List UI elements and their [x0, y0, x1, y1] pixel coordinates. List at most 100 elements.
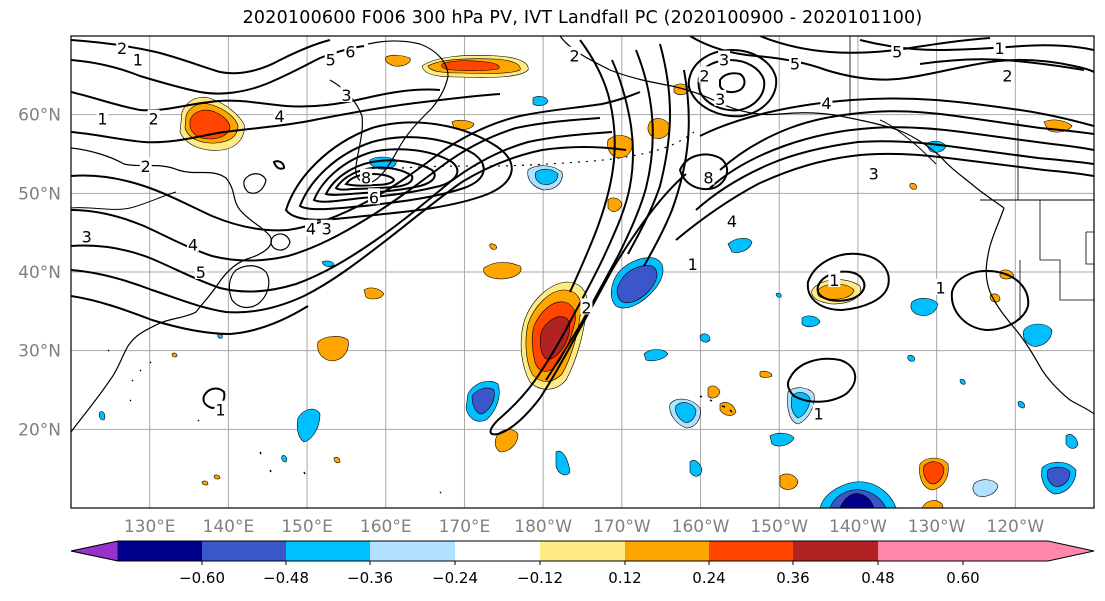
shade-positive — [333, 456, 341, 464]
shade-negative — [910, 298, 939, 316]
contour-label-background — [891, 42, 904, 59]
contour-label-background — [580, 298, 593, 315]
contour-label-background — [993, 38, 1006, 55]
longitude-label: 140°W — [829, 517, 887, 537]
contour-label-background — [726, 211, 739, 228]
colorbar-tick-label: −0.60 — [179, 569, 225, 587]
shade-negative — [801, 315, 821, 328]
longitude-labels: 130°E 140°E 150°E 160°E 170°E 180°W 170°W 160°W… — [124, 517, 1045, 537]
contour-label: 2 — [1002, 66, 1012, 85]
colorbar-extend-max — [963, 541, 1094, 561]
contour-label-background — [324, 50, 337, 67]
longitude-label: 150°W — [750, 517, 808, 537]
contour-label: 2 — [149, 110, 159, 129]
contour-label-background — [360, 168, 373, 185]
contour-label-background — [139, 156, 152, 173]
shade-negative — [281, 455, 287, 463]
shade-negative — [699, 333, 711, 343]
contour-label-background — [788, 54, 801, 71]
contour-label-background — [116, 38, 129, 55]
contour-label: 4 — [188, 235, 198, 254]
contour-label-background — [273, 107, 286, 124]
contour-label: 4 — [306, 220, 316, 239]
shade-positive — [719, 402, 737, 416]
contour-label: 1 — [994, 39, 1004, 58]
colorbar-segment — [793, 541, 878, 561]
contour-label: 4 — [727, 212, 737, 231]
pv-contours — [71, 36, 1094, 436]
contour-label: 2 — [581, 298, 591, 317]
shade-negative — [972, 479, 999, 497]
shade-negative — [1046, 466, 1071, 487]
contour-label-background — [194, 263, 207, 279]
longitude-label: 130°E — [124, 517, 176, 537]
contour-label-background — [131, 50, 144, 67]
longitude-label: 160°W — [672, 517, 730, 537]
contour-label: 3 — [719, 51, 729, 70]
shade-negative — [907, 355, 915, 362]
shade-positive — [759, 370, 773, 378]
contour-label: 1 — [97, 110, 107, 129]
map-frame — [70, 35, 1095, 509]
shade-negative — [959, 379, 966, 385]
contour-label: 1 — [935, 279, 945, 298]
shade-positive — [441, 60, 500, 71]
contour-label-background — [147, 109, 160, 126]
colorbar-tick-label: 0.48 — [861, 569, 894, 587]
shade-negative — [790, 392, 811, 419]
contour-label: 1 — [215, 401, 225, 420]
shade-positive — [171, 352, 178, 358]
contour-label-background — [718, 50, 731, 67]
latitude-label: 60°N — [18, 106, 61, 126]
shade-positive — [647, 118, 671, 139]
contour-label-background — [702, 168, 715, 185]
colorbar-tick-label: −0.36 — [347, 569, 393, 587]
longitude-label: 160°E — [360, 517, 412, 537]
shade-positive — [489, 243, 497, 250]
colorbar-segment — [625, 541, 709, 561]
shade-negative — [1022, 323, 1053, 347]
longitude-label: 170°E — [439, 517, 491, 537]
shade-positive — [779, 473, 799, 490]
contour-label-background — [80, 227, 93, 244]
colorbar-segment — [878, 541, 963, 561]
figure-title: 2020100600 F006 300 hPa PV, IVT Landfall… — [242, 8, 923, 28]
contour-label: 6 — [369, 188, 379, 207]
shade-negative — [643, 349, 669, 362]
contour-label-background — [714, 89, 727, 106]
longitude-label: 170°W — [593, 517, 651, 537]
contour-label: 1 — [829, 271, 839, 290]
latitude-label: 40°N — [18, 263, 61, 283]
colorbar-tick-label: 0.60 — [946, 569, 979, 587]
shade-negative — [727, 238, 753, 253]
longitude-label: 140°E — [203, 517, 255, 537]
contour-label-background — [344, 42, 357, 59]
shade-negative — [471, 387, 495, 415]
shade-positive — [607, 197, 623, 212]
shade-negative — [534, 168, 559, 185]
longitude-label: 180°W — [514, 517, 572, 537]
contour-label: 6 — [345, 43, 355, 62]
contour-label-background — [340, 86, 353, 102]
contour-label: 5 — [196, 263, 206, 282]
colorbar-segment — [286, 541, 370, 561]
colorbar-extend-min — [70, 540, 119, 562]
contour-label-background — [698, 66, 711, 83]
latitude-labels: 60°N 50°N 40°N 30°N 20°N — [18, 106, 61, 441]
contour-label: 1 — [813, 405, 823, 424]
shade-positive — [317, 336, 349, 362]
contour-label-background — [305, 219, 318, 236]
colorbar-segment — [540, 541, 625, 561]
longitude-label: 150°E — [281, 517, 333, 537]
contour-label-background — [686, 255, 699, 272]
contour-label: 2 — [699, 66, 709, 85]
contour-label-background — [96, 109, 109, 126]
contour-label-background — [214, 400, 227, 417]
colorbar-tick-label: −0.12 — [517, 569, 563, 587]
shade-positive — [540, 316, 570, 360]
colorbar-segment — [455, 541, 540, 561]
shade-negative — [839, 493, 875, 508]
